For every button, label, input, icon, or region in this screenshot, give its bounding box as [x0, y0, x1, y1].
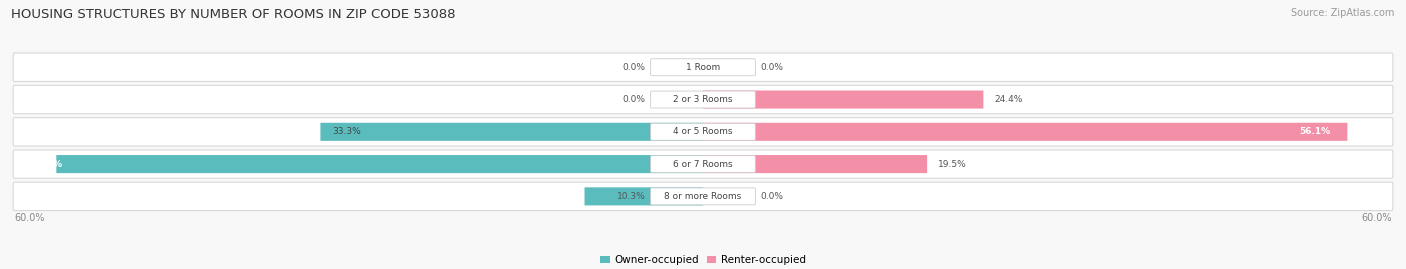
Text: 8 or more Rooms: 8 or more Rooms [665, 192, 741, 201]
FancyBboxPatch shape [585, 187, 703, 206]
Text: 0.0%: 0.0% [623, 95, 645, 104]
Text: 60.0%: 60.0% [14, 213, 45, 223]
Text: 10.3%: 10.3% [617, 192, 645, 201]
Text: 6 or 7 Rooms: 6 or 7 Rooms [673, 160, 733, 169]
FancyBboxPatch shape [703, 90, 983, 109]
Text: 33.3%: 33.3% [332, 127, 361, 136]
FancyBboxPatch shape [651, 123, 755, 140]
FancyBboxPatch shape [13, 85, 1393, 114]
FancyBboxPatch shape [321, 123, 703, 141]
FancyBboxPatch shape [13, 150, 1393, 178]
FancyBboxPatch shape [651, 59, 755, 76]
Text: HOUSING STRUCTURES BY NUMBER OF ROOMS IN ZIP CODE 53088: HOUSING STRUCTURES BY NUMBER OF ROOMS IN… [11, 8, 456, 21]
FancyBboxPatch shape [703, 155, 927, 173]
FancyBboxPatch shape [651, 155, 755, 173]
Text: 0.0%: 0.0% [623, 63, 645, 72]
Text: 4 or 5 Rooms: 4 or 5 Rooms [673, 127, 733, 136]
Text: 0.0%: 0.0% [761, 192, 783, 201]
Text: Source: ZipAtlas.com: Source: ZipAtlas.com [1291, 8, 1395, 18]
FancyBboxPatch shape [13, 182, 1393, 211]
Text: 56.1%: 56.1% [1299, 127, 1330, 136]
FancyBboxPatch shape [13, 53, 1393, 82]
Text: 24.4%: 24.4% [994, 95, 1024, 104]
FancyBboxPatch shape [703, 123, 1347, 141]
Text: 60.0%: 60.0% [1361, 213, 1392, 223]
Text: 0.0%: 0.0% [761, 63, 783, 72]
Text: 56.3%: 56.3% [31, 160, 62, 169]
Text: 19.5%: 19.5% [938, 160, 967, 169]
FancyBboxPatch shape [651, 91, 755, 108]
FancyBboxPatch shape [56, 155, 703, 173]
Legend: Owner-occupied, Renter-occupied: Owner-occupied, Renter-occupied [600, 255, 806, 265]
Text: 2 or 3 Rooms: 2 or 3 Rooms [673, 95, 733, 104]
Text: 1 Room: 1 Room [686, 63, 720, 72]
FancyBboxPatch shape [651, 188, 755, 205]
FancyBboxPatch shape [13, 118, 1393, 146]
